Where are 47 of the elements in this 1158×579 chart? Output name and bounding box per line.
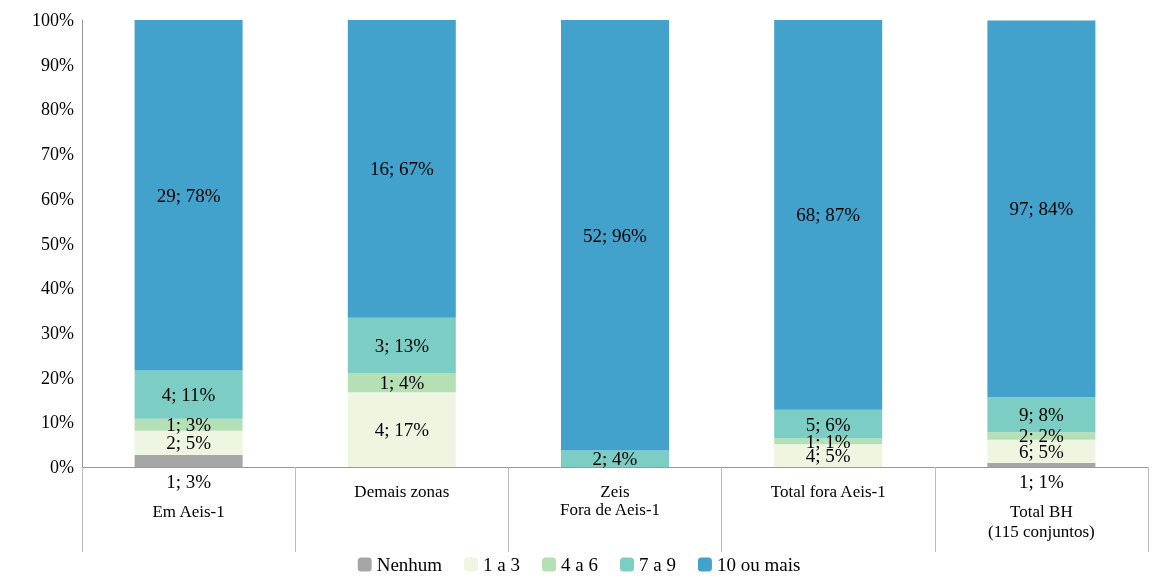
data-label: 97; 84% <box>1009 198 1074 220</box>
y-tick-label: 70% <box>41 144 74 165</box>
y-tick-label: 90% <box>41 54 74 75</box>
x-tick-label: Demais zonas <box>354 481 450 501</box>
data-label: 29; 78% <box>156 184 221 206</box>
data-label: 2; 4% <box>592 448 638 470</box>
bar <box>134 370 243 419</box>
x-tick-label: Total BH (115 conjuntos) <box>988 501 1095 541</box>
data-label: 1; 3% <box>166 471 212 492</box>
bar <box>347 20 456 318</box>
data-label: 9; 8% <box>1018 404 1064 426</box>
legend-label: 4 a 6 <box>561 554 598 575</box>
y-tick-label: 100% <box>32 10 74 30</box>
legend-label: 10 ou mais <box>716 554 801 575</box>
y-tick-label: 10% <box>41 412 74 433</box>
data-label: 1; 3% <box>166 414 212 436</box>
y-tick-label: 20% <box>41 367 74 388</box>
y-tick-label: 30% <box>41 322 74 343</box>
legend-label: 1 a 3 <box>483 554 521 575</box>
data-label: 52; 96% <box>583 224 648 246</box>
x-tick-label: Total fora Aeis-1 <box>770 481 886 501</box>
data-label: 4; 17% <box>374 419 430 441</box>
data-label: 3; 13% <box>374 335 430 357</box>
data-label: 1; 4% <box>379 372 425 394</box>
x-tick-label: Zeis <box>600 481 630 501</box>
data-label: 16; 67% <box>369 158 434 180</box>
y-tick-label: 60% <box>41 188 74 209</box>
data-label: 5; 6% <box>805 413 851 435</box>
y-tick-label: 50% <box>41 233 74 254</box>
bar <box>134 20 243 371</box>
data-label: 1; 1% <box>1018 471 1064 492</box>
bar <box>347 317 456 374</box>
bar <box>134 454 243 467</box>
data-label: 68; 87% <box>796 204 861 226</box>
y-tick-label: 80% <box>41 99 74 120</box>
bar <box>561 20 669 451</box>
y-tick-label: 0% <box>50 457 74 477</box>
bar <box>347 392 456 467</box>
bar <box>987 20 1096 398</box>
x-tick-label: Em Aeis-1 <box>152 501 225 521</box>
legend-label: 7 a 9 <box>638 554 676 575</box>
bar <box>774 20 883 410</box>
data-label: 4; 11% <box>161 384 216 406</box>
y-tick-label: 40% <box>41 278 74 299</box>
legend-label: Nenhum <box>376 554 443 575</box>
bar <box>987 462 1096 467</box>
text: Fora de Aeis-1 <box>560 500 661 519</box>
